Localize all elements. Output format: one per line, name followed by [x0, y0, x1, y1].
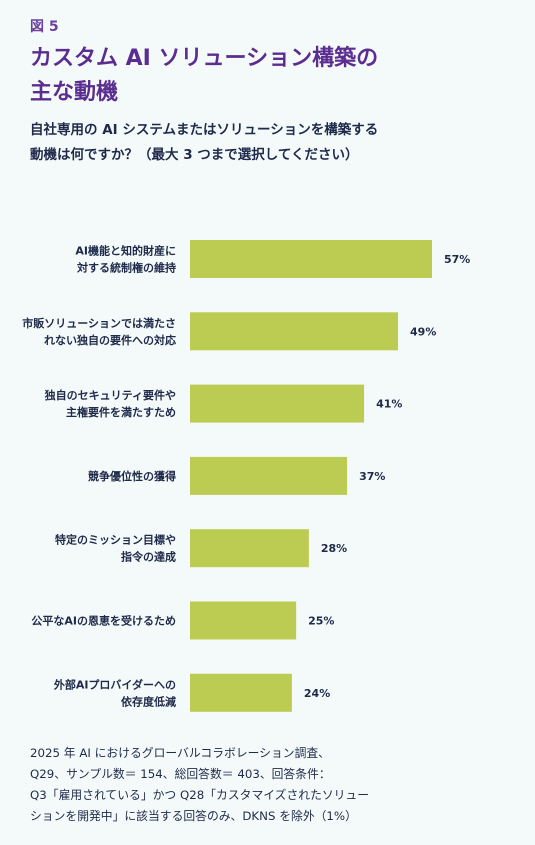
- bar-4: [190, 456, 348, 495]
- chart-subtitle: 自社専用の AI システムまたはソリューションを構築する 動機は何ですか？（最大…: [30, 118, 510, 168]
- bar-3: [190, 384, 365, 423]
- value-label-2: 49%: [410, 325, 436, 338]
- category-label-3-line-2: 主権要件を満たすため: [66, 405, 176, 419]
- subtitle-line-1: 自社専用の AI システムまたはソリューションを構築する: [30, 122, 379, 138]
- figure-label: 図 5: [30, 19, 59, 35]
- category-label-5-line-1: 特定のミッション目標や: [55, 533, 176, 547]
- source-note: 2025 年 AI におけるグローバルコラボレーション調査、 Q29、サンプル数…: [30, 743, 500, 827]
- category-label-5-line-2: 指令の達成: [121, 550, 176, 564]
- category-label-1-line-2: 対する統制権の維持: [76, 261, 176, 275]
- category-label-6-line-1: 公平なAIの恩恵を受けるため: [31, 614, 176, 628]
- bar-6: [190, 601, 297, 640]
- source-line-4: ションを開発中」に該当する回答のみ、DKNS を除外（1%）: [30, 809, 357, 823]
- value-label-4: 37%: [359, 470, 385, 483]
- category-label-7-line-2: 依存度低減: [121, 694, 176, 708]
- category-label-4-line-1: 競争優位性の獲得: [88, 469, 176, 483]
- bar-7: [190, 673, 292, 712]
- value-label-3: 41%: [376, 398, 402, 411]
- title-line-1: カスタム AI ソリューション構築の: [30, 46, 379, 71]
- value-label-7: 24%: [304, 687, 330, 700]
- value-label-1: 57%: [444, 253, 470, 266]
- bar-5: [190, 529, 309, 568]
- category-label-2-line-1: 市販ソリューションでは満たさ: [22, 316, 176, 330]
- subtitle-line-2: 動機は何ですか？（最大 3 つまで選択してください）: [30, 147, 359, 163]
- chart-title: カスタム AI ソリューション構築の 主な動機: [30, 42, 510, 110]
- source-line-2: Q29、サンプル数＝ 154、総回答数＝ 403、回答条件：: [30, 767, 331, 781]
- bar-2: [190, 312, 399, 351]
- title-line-2: 主な動機: [30, 80, 119, 105]
- source-line-3: Q3「雇用されている」かつ Q28「カスタマイズされたソリュー: [30, 788, 370, 802]
- category-label-7-line-1: 外部AIプロバイダーへの: [53, 677, 176, 691]
- bar-1: [190, 240, 432, 278]
- category-label-1-line-1: AI機能と知的財産に: [75, 244, 176, 258]
- category-label-3-line-1: 独自のセキュリティ要件や: [44, 388, 176, 402]
- category-label-2-line-2: れない独自の要件への対応: [44, 333, 176, 347]
- source-line-1: 2025 年 AI におけるグローバルコラボレーション調査、: [30, 746, 330, 760]
- value-label-5: 28%: [321, 542, 347, 555]
- value-label-6: 25%: [308, 615, 334, 628]
